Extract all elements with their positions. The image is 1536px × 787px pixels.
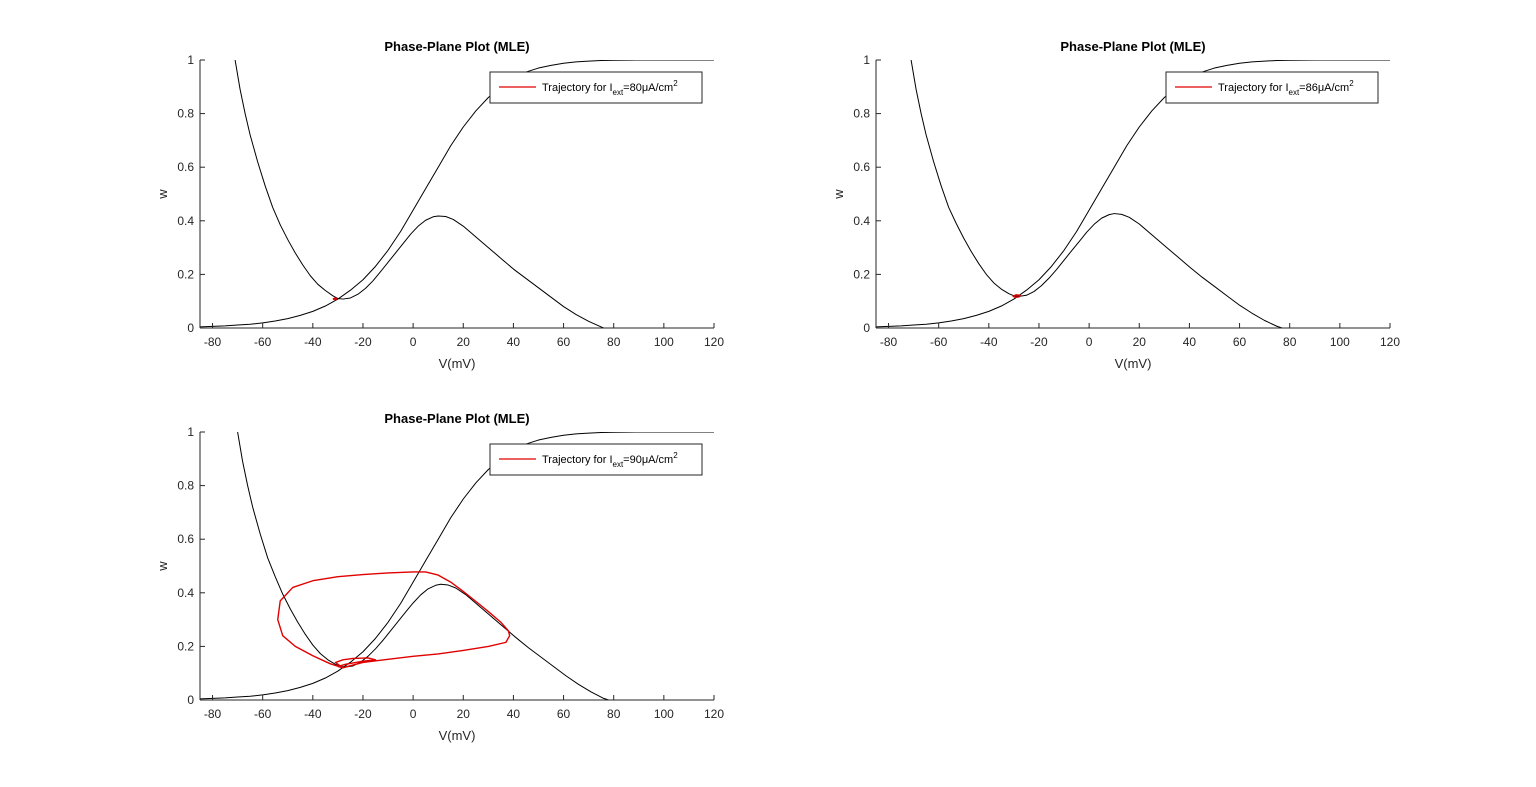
x-tick-label: -60	[254, 335, 272, 349]
y-tick-label: 1	[187, 425, 194, 439]
trajectory-line	[277, 571, 511, 669]
y-tick-label: 0.2	[177, 267, 194, 281]
y-tick-label: 0.6	[177, 160, 194, 174]
x-tick-label: 80	[607, 335, 621, 349]
subplot-1: -80 -60 -40 -20 0 20 40 60 80 100 120 0 0.2 0.4 0.6 0.8…	[155, 39, 724, 371]
legend-label-suffix: =86μA/cm	[1299, 82, 1349, 94]
legend-label-prefix: Trajectory for I	[1218, 82, 1289, 94]
x-tick-label: -80	[880, 335, 898, 349]
x-tick-label: 100	[1330, 335, 1350, 349]
series-group	[200, 60, 714, 328]
v-nullcline-line	[910, 60, 1283, 328]
x-tick-label: 40	[507, 335, 521, 349]
x-tick-label: 0	[410, 707, 417, 721]
y-tick-label: 0.6	[177, 532, 194, 546]
legend-label-subscript: ext	[1289, 88, 1300, 97]
chart-title: Phase-Plane Plot (MLE)	[384, 39, 529, 54]
x-tick-label: 0	[1086, 335, 1093, 349]
y-tick-label: 0	[187, 693, 194, 707]
legend-label: Trajectory for Iext=80μA/cm2	[542, 79, 678, 97]
y-tick-label: 0	[187, 321, 194, 335]
x-tick-label: -20	[1030, 335, 1048, 349]
v-nullcline-line	[234, 60, 604, 328]
v-nullcline-line	[237, 432, 609, 700]
x-tick-label: 60	[557, 707, 571, 721]
x-tick-label: 120	[704, 335, 724, 349]
chart-title: Phase-Plane Plot (MLE)	[1060, 39, 1205, 54]
series-group	[876, 60, 1390, 328]
legend: Trajectory for Iext=90μA/cm2	[489, 443, 703, 476]
x-tick-label: 20	[457, 335, 471, 349]
y-axis-label: w	[155, 561, 170, 572]
x-tick-label: 80	[607, 707, 621, 721]
x-tick-label: -40	[304, 707, 322, 721]
y-tick-label: 0.6	[853, 160, 870, 174]
legend-label-prefix: Trajectory for I	[542, 454, 613, 466]
legend-label-subscript: ext	[613, 460, 624, 469]
legend-label-prefix: Trajectory for I	[542, 82, 613, 94]
x-tick-label: 20	[1133, 335, 1147, 349]
x-tick-label: -80	[204, 335, 222, 349]
y-axis-label: w	[155, 189, 170, 200]
y-tick-label: 0	[863, 321, 870, 335]
y-tick-label: 0.8	[853, 107, 870, 121]
x-tick-label: 120	[1380, 335, 1400, 349]
legend-label: Trajectory for Iext=90μA/cm2	[542, 451, 678, 469]
series-group	[200, 432, 714, 700]
x-tick-label: 0	[410, 335, 417, 349]
x-tick-label: 20	[457, 707, 471, 721]
y-tick-label: 1	[863, 53, 870, 67]
subplot-2: -80 -60 -40 -20 0 20 40 60 80 100 120 0 0.2 0.4 0.6 0.8…	[831, 39, 1400, 371]
x-tick-label: -80	[204, 707, 222, 721]
trajectory-line	[1012, 294, 1021, 298]
legend-label-suffix: =80μA/cm	[623, 82, 673, 94]
y-tick-label: 0.2	[853, 267, 870, 281]
y-axis-label: w	[831, 189, 846, 200]
x-tick-label: 40	[507, 707, 521, 721]
legend-label-superscript: 2	[1349, 79, 1354, 88]
legend: Trajectory for Iext=86μA/cm2	[1165, 71, 1379, 104]
y-tick-label: 0.4	[177, 214, 194, 228]
x-tick-label: 40	[1183, 335, 1197, 349]
legend-label-superscript: 2	[673, 79, 678, 88]
x-tick-label: 60	[557, 335, 571, 349]
x-tick-label: 100	[654, 335, 674, 349]
x-axis-label: V(mV)	[439, 728, 476, 743]
y-tick-label: 0.2	[177, 639, 194, 653]
chart-title: Phase-Plane Plot (MLE)	[384, 411, 529, 426]
legend: Trajectory for Iext=80μA/cm2	[489, 71, 703, 104]
x-tick-label: -60	[254, 707, 272, 721]
x-tick-label: 80	[1283, 335, 1297, 349]
w-nullcline-line	[200, 432, 714, 700]
x-tick-label: -20	[354, 707, 372, 721]
legend-label-superscript: 2	[673, 451, 678, 460]
x-tick-label: 100	[654, 707, 674, 721]
x-axis-label: V(mV)	[439, 356, 476, 371]
legend-label-subscript: ext	[613, 88, 624, 97]
x-axis-label: V(mV)	[1115, 356, 1152, 371]
legend-label: Trajectory for Iext=86μA/cm2	[1218, 79, 1354, 97]
y-tick-label: 0.8	[177, 107, 194, 121]
y-tick-label: 0.4	[853, 214, 870, 228]
legend-label-suffix: =90μA/cm	[623, 454, 673, 466]
y-tick-label: 0.8	[177, 479, 194, 493]
x-tick-label: -40	[304, 335, 322, 349]
x-tick-label: 120	[704, 707, 724, 721]
subplot-3: -80 -60 -40 -20 0 20 40 60 80 100 120 0 0.2 0.4 0.6 0.8…	[155, 411, 724, 743]
x-tick-label: -40	[980, 335, 998, 349]
w-nullcline-line	[876, 60, 1390, 328]
trajectory-line	[332, 297, 338, 301]
x-tick-label: -60	[930, 335, 948, 349]
x-tick-label: 60	[1233, 335, 1247, 349]
y-tick-label: 1	[187, 53, 194, 67]
w-nullcline-line	[200, 60, 714, 328]
y-tick-label: 0.4	[177, 586, 194, 600]
x-tick-label: -20	[354, 335, 372, 349]
